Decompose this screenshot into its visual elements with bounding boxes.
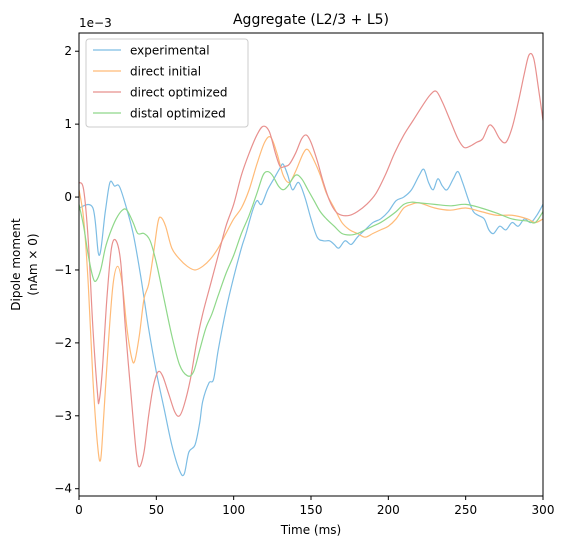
x-tick-label: 50 (149, 503, 164, 517)
x-tick-label: 0 (75, 503, 83, 517)
y-tick-label: −3 (54, 409, 72, 423)
x-tick-label: 100 (222, 503, 245, 517)
legend-label-experimental: experimental (130, 44, 210, 58)
x-tick-label: 300 (532, 503, 555, 517)
legend-box (85, 38, 249, 128)
x-tick-label: 200 (377, 503, 400, 517)
legend-label-direct-initial: direct initial (130, 65, 201, 79)
y-axis-label-line1: Dipole moment (9, 218, 23, 311)
series-line-direct-optimized (79, 52, 543, 468)
y-tick-label: −4 (54, 482, 72, 496)
series-layer (79, 52, 543, 477)
legend: experimental direct initial direct optimiz… (85, 38, 249, 128)
legend-label-distal-optimized: distal optimized (130, 107, 226, 121)
y-tick-label: 1 (64, 117, 72, 131)
x-tick-label: 250 (454, 503, 477, 517)
x-tick-label: 150 (300, 503, 323, 517)
x-axis: 0 50 100 150 200 250 300 (75, 496, 554, 517)
chart-title: Aggregate (L2/3 + L5) (233, 12, 389, 28)
legend-label-direct-optimized: direct optimized (130, 86, 227, 100)
y-tick-label: −2 (54, 336, 72, 350)
y-axis: −4 −3 −2 −1 0 1 2 (54, 44, 79, 496)
y-tick-label: 2 (64, 44, 72, 58)
y-tick-label: 0 (64, 190, 72, 204)
series-line-distal-optimized (79, 170, 543, 377)
y-axis-label-line2: (nAm × 0) (26, 233, 40, 295)
series-line-experimental (79, 163, 543, 477)
y-offset-label: 1e−3 (79, 16, 112, 30)
x-axis-label: Time (ms) (280, 523, 342, 537)
y-tick-label: −1 (54, 263, 72, 277)
